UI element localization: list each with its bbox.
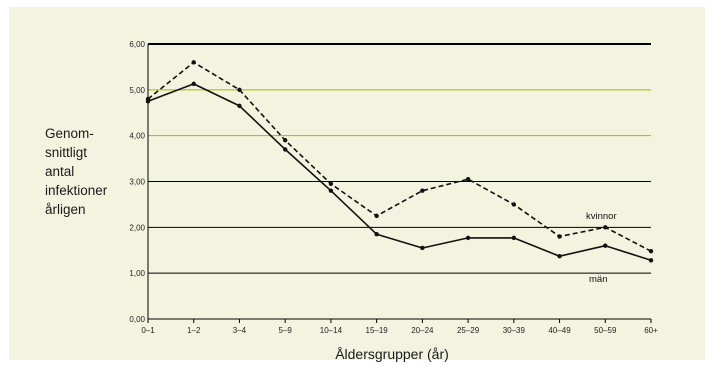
gridlines — [147, 43, 651, 320]
data-point — [237, 87, 242, 93]
series-line-kvinnor — [147, 61, 652, 252]
data-point — [328, 188, 334, 193]
y-axis-label-line-4: infektioner — [45, 183, 108, 198]
x-tick-label: 1–2 — [187, 326, 201, 335]
data-point — [374, 213, 379, 219]
y-tick-label: 3,00 — [129, 178, 145, 187]
data-point — [191, 60, 196, 65]
data-point — [557, 254, 562, 259]
x-tick-label: 50–59 — [594, 326, 617, 335]
y-axis-label-line-3: antal — [45, 164, 74, 179]
data-point — [648, 258, 654, 263]
data-point — [603, 243, 608, 248]
y-tick-labels: 0,00 1,00 2,00 3,00 4,00 5,00 6,00 — [129, 40, 145, 324]
y-tick-label: 5,00 — [129, 86, 145, 95]
y-axis-label-line-5: årligen — [45, 202, 86, 217]
data-point — [282, 147, 288, 152]
data-point — [511, 202, 517, 207]
x-tick-label: 20–24 — [411, 326, 434, 335]
x-tick-label: 10–14 — [320, 326, 343, 335]
y-axis-label-line-1: Genom- — [45, 126, 94, 141]
x-tick-label: 5–9 — [279, 326, 293, 335]
data-point — [420, 188, 425, 193]
data-point — [465, 177, 471, 182]
data-point — [648, 248, 654, 254]
x-tick-label: 15–19 — [366, 326, 389, 335]
y-tick-label: 0,00 — [129, 315, 145, 324]
y-tick-label: 2,00 — [129, 223, 145, 232]
series-line-man — [147, 83, 652, 262]
x-tick-label: 3–4 — [233, 326, 247, 335]
data-point — [282, 138, 288, 143]
data-point — [374, 232, 379, 237]
data-point — [465, 235, 471, 241]
y-tick-label: 6,00 — [129, 40, 145, 49]
x-axis-label: Åldersgrupper (år) — [335, 346, 449, 362]
y-tick-label: 1,00 — [129, 269, 145, 278]
x-tick-label: 30–39 — [503, 326, 526, 335]
data-point — [145, 99, 151, 104]
y-tick-label: 4,00 — [129, 132, 145, 141]
series-label-kvinnor: kvinnor — [586, 211, 617, 222]
series-label-man: män — [589, 274, 607, 285]
data-point — [191, 81, 196, 87]
data-point — [511, 235, 517, 241]
chart-background — [9, 7, 705, 360]
data-point — [328, 181, 334, 186]
data-series — [145, 60, 654, 263]
y-axis-label-line-2: snittligt — [45, 145, 87, 160]
data-point — [557, 234, 562, 239]
x-tick-labels: 0–1 1–2 3–4 5–9 10–14 15–19 20–24 25–29 30–39 40–… — [141, 319, 658, 335]
data-point — [603, 225, 608, 230]
data-point — [237, 103, 242, 109]
x-tick-label: 0–1 — [141, 326, 155, 335]
x-tick-label: 40–49 — [548, 326, 571, 335]
x-tick-label: 60+ — [644, 326, 658, 335]
x-tick-label: 25–29 — [457, 326, 480, 335]
data-point — [420, 245, 425, 251]
